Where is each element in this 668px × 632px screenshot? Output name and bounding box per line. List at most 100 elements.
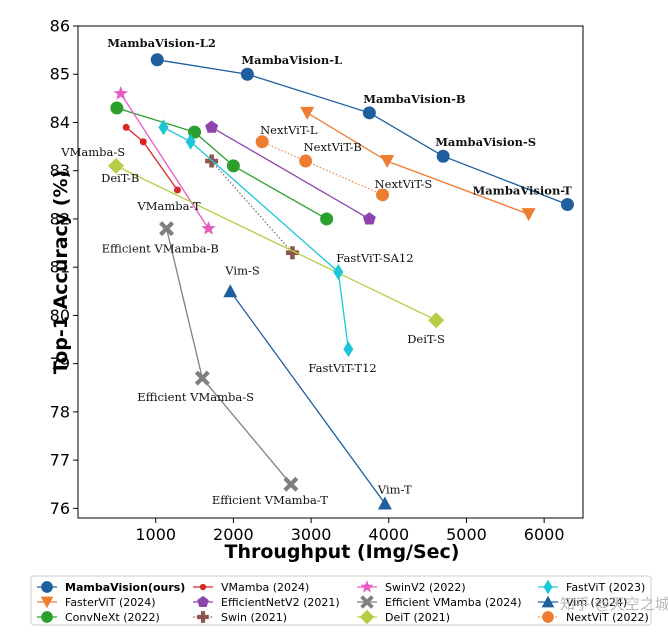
annotation-fastvit-t12: FastViT-T12 [308, 361, 376, 375]
data-point [194, 370, 210, 386]
y-tick-label: 79 [50, 354, 70, 373]
annotation-efficient-vmamba-s: Efficient VMamba-S [137, 390, 254, 404]
legend-entries: MambaVision(ours) FasterViT (2024) ConvNeX… [37, 579, 649, 625]
series-line [211, 126, 370, 220]
data-point [521, 208, 536, 222]
x-tick-label: 2000 [213, 525, 254, 544]
legend-label: DeiT (2021) [385, 611, 450, 624]
data-point [283, 476, 299, 492]
legend-entry-fastervit-2024: FasterViT (2024) [37, 596, 156, 609]
annotation-layer: MambaVision-L2 MambaVision-L MambaVision-B… [60, 36, 572, 507]
legend-marker [541, 595, 555, 608]
data-point [110, 101, 124, 115]
legend-marker [197, 611, 209, 623]
y-tick-label: 81 [50, 258, 70, 277]
annotation-mambavision-t: MambaVision-T [473, 184, 573, 198]
series-line [211, 160, 293, 254]
legend-label: MambaVision(ours) [65, 581, 185, 594]
plot-area: MambaVision-L2 MambaVision-L MambaVision-B… [60, 25, 584, 519]
plot-frame [77, 25, 584, 519]
data-point [377, 496, 392, 510]
series-deit-2021 [108, 157, 445, 329]
annotation-nextvit-l: NextViT-L [260, 123, 318, 137]
series-line [115, 165, 437, 321]
legend-frame [30, 575, 652, 626]
legend-marker [360, 595, 374, 609]
y-tick-label: 80 [50, 306, 70, 325]
series-efficientnetv2-2021 [205, 120, 376, 225]
legend-entry-swinv2-2022: SwinV2 (2022) [357, 580, 466, 594]
annotation-efficient-vmamba-b: Efficient VMamba-B [102, 242, 219, 256]
data-point [376, 188, 390, 202]
data-point [185, 133, 196, 150]
data-point [240, 67, 254, 81]
legend-entry-efficient-vmamba-2024: Efficient VMamba (2024) [357, 595, 522, 609]
legend-marker [40, 596, 54, 609]
data-point [108, 157, 125, 174]
annotation-vim-t: Vim-T [377, 483, 412, 497]
data-point [255, 135, 269, 149]
annotation-deit-s: DeiT-S [407, 332, 445, 346]
legend-label: Swin (2021) [221, 611, 287, 624]
annotation-mambavision-l: MambaVision-L [241, 53, 342, 67]
legend-marker [197, 595, 209, 607]
y-axis-title: Top-1 Accuracy (%) [50, 170, 72, 374]
data-point [201, 221, 216, 235]
y-tick-label: 76 [50, 499, 70, 518]
x-tick-label: 1000 [135, 525, 176, 544]
annotation-mambavision-s: MambaVision-S [435, 135, 536, 149]
annotation-nextvit-s: NextViT-S [375, 177, 433, 191]
x-tick-label: 6000 [524, 525, 565, 544]
data-point [139, 138, 147, 146]
series-mambavision-ours [150, 53, 574, 211]
legend-entry-vmamba-2024: VMamba (2024) [193, 581, 309, 594]
legend-entry-efficientnetv2-2021: EfficientNetV2 (2021) [193, 595, 340, 609]
legend-marker [199, 583, 207, 591]
annotation-nextvit-b: NextViT-B [304, 140, 362, 154]
series-efficient-vmamba-2024 [159, 221, 299, 492]
legend-marker [360, 580, 374, 593]
legend-label: NextViT (2022) [566, 611, 649, 624]
data-point [320, 212, 334, 226]
series-vmamba-2024 [122, 123, 181, 194]
series-line [120, 93, 210, 229]
annotation-fastvit-sa12: FastViT-SA12 [336, 251, 413, 265]
data-point [205, 120, 219, 133]
data-point [113, 86, 128, 100]
y-tick-label: 85 [50, 65, 70, 84]
data-point [362, 106, 376, 120]
legend-label: EfficientNetV2 (2021) [221, 596, 340, 609]
data-point [299, 154, 313, 168]
legend-label: Vim (2024) [566, 596, 627, 609]
y-tick-label: 83 [50, 161, 70, 180]
data-point [173, 186, 181, 194]
legend-entry-swin-2021: Swin (2021) [193, 611, 287, 624]
data-point [150, 53, 164, 67]
legend-label: VMamba (2024) [221, 581, 309, 594]
legend-marker [359, 609, 375, 625]
annotation-vmamba-s: VMamba-S [60, 145, 125, 159]
legend-label: Efficient VMamba (2024) [385, 596, 522, 609]
legend-entry-convnext-2022: ConvNeXt (2022) [37, 611, 160, 624]
legend-entry-vim-2024: Vim (2024) [538, 595, 627, 609]
y-tick-label: 78 [50, 402, 70, 421]
legend-marker [543, 579, 553, 595]
data-point [560, 197, 574, 211]
legend-entry-fastvit-2023: FastViT (2023) [538, 579, 645, 595]
annotation-mambavision-l2: MambaVision-L2 [107, 36, 216, 50]
annotation-vmamba-t: VMamba-T [136, 199, 201, 213]
y-tick-label: 77 [50, 451, 70, 470]
data-point [343, 341, 354, 358]
legend-label: SwinV2 (2022) [385, 581, 466, 594]
series-line [306, 112, 529, 215]
legend-label: FastViT (2023) [566, 581, 645, 594]
legend-entry-nextvit-2022: NextViT (2022) [538, 611, 649, 624]
series-fastvit-2023 [158, 119, 354, 358]
data-point [362, 212, 376, 225]
series-vim-2024 [223, 284, 392, 510]
legend-marker [41, 611, 53, 623]
y-tick-label: 82 [50, 209, 70, 228]
annotation-vim-s: Vim-S [224, 263, 260, 277]
axis-layer: 1000 2000 3000 4000 5000 6000 76 77 78 79 80 81 82 83… [50, 17, 565, 545]
